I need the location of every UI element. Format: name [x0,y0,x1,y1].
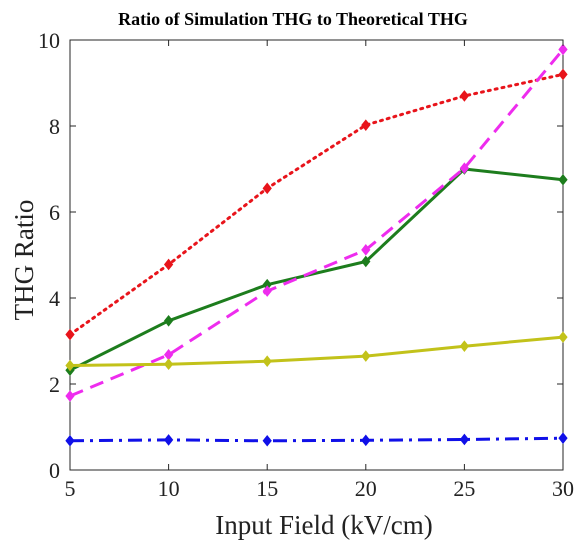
data-point-series-2 [163,314,174,327]
data-point-series-5 [459,433,470,446]
x-tick-label: 20 [355,476,377,501]
x-tick-label: 5 [65,476,76,501]
data-point-series-2 [361,255,371,268]
x-tick-label: 15 [256,476,278,501]
series-line-2 [69,167,564,372]
data-point-series-4 [459,340,470,352]
data-point-series-3 [459,162,470,174]
data-point-series-5 [163,434,174,446]
y-axis-label: THG Ratio [9,200,39,321]
data-point-series-1 [558,68,568,81]
data-point-series-4 [262,355,272,368]
data-point-series-3 [65,390,75,402]
data-point-series-5 [262,434,272,447]
x-tick-label: 25 [453,476,475,501]
y-axis: 0 2 4 6 8 10 [38,28,563,483]
series-line-1 [68,72,565,337]
markers-layer [65,43,568,447]
data-point-series-1 [361,119,371,131]
series-line-3 [69,48,565,398]
x-axis: 5 10 15 20 25 30 [65,40,574,501]
series-line-5 [69,436,564,443]
data-point-series-4 [558,331,568,343]
chart-title: Ratio of Simulation THG to Theoretical T… [118,9,468,29]
y-tick-label: 6 [49,200,60,225]
data-point-series-1 [163,258,174,271]
y-tick-label: 8 [49,114,60,139]
data-point-series-4 [361,350,371,362]
data-point-series-5 [361,434,371,447]
y-tick-label: 4 [49,286,60,311]
series-line-4 [69,335,564,367]
y-tick-label: 2 [49,372,60,397]
x-axis-label: Input Field (kV/cm) [215,510,432,540]
data-point-series-2 [558,173,568,186]
plot-border [69,39,564,471]
data-point-series-1 [459,90,470,102]
data-point-series-3 [558,43,568,56]
x-tick-label: 10 [158,476,180,501]
data-point-series-5 [65,434,75,447]
data-point-series-4 [163,358,174,371]
data-point-series-1 [65,328,75,341]
y-tick-label: 0 [49,458,60,483]
x-tick-label: 30 [552,476,574,501]
data-point-series-3 [361,244,371,256]
plot-frame [69,39,564,471]
data-point-series-1 [262,182,272,195]
y-tick-label: 10 [38,28,60,53]
data-point-series-3 [262,285,272,297]
series-layer [68,48,565,443]
data-point-series-5 [558,432,568,444]
data-point-series-4 [65,359,75,372]
